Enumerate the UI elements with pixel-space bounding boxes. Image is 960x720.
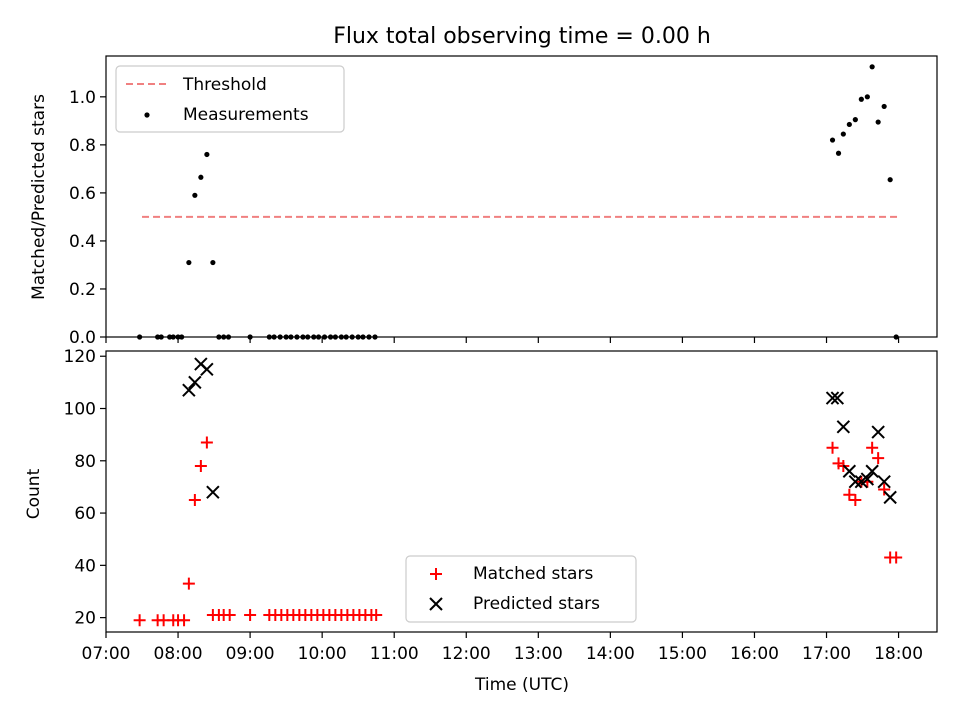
ratio-legend-box: [115, 65, 345, 133]
x-tick-label: 16:00: [730, 644, 779, 664]
matched-stars-point: [370, 609, 383, 622]
measurements-point: [829, 137, 836, 143]
predicted-stars-point: [825, 391, 840, 405]
ratio-legend: Threshold Measurements: [115, 65, 345, 133]
counts-panel-marks: [133, 357, 903, 627]
matched-stars-point: [866, 441, 879, 454]
legend-measurements-swatch: [144, 112, 150, 118]
legend-measurements-label: Measurements: [183, 105, 309, 125]
predicted-stars-point: [865, 464, 879, 478]
predicted-stars-point: [206, 485, 220, 499]
counts-legend: Matched stars Predicted stars: [405, 555, 637, 623]
predicted-stars-point: [836, 420, 851, 434]
matched-stars-point: [194, 460, 207, 473]
counts-panel-ticks: 20 40 60 80 100 120 07:00 08:00 09:00 10:00 11:00 1…: [64, 347, 924, 664]
x-tick-label: 10:00: [298, 644, 347, 664]
ratio-y-tick-label: 0.0: [69, 328, 96, 348]
predicted-stars-point: [860, 472, 875, 486]
ratio-y-tick-label: 0.2: [69, 280, 96, 300]
matched-stars-point: [843, 488, 856, 501]
matched-stars-point: [223, 609, 236, 622]
matched-stars-point: [178, 614, 191, 627]
measurements-point: [858, 96, 864, 102]
predicted-stars-point: [830, 391, 845, 405]
measurements-point: [210, 259, 216, 266]
legend-predicted-swatch: [429, 597, 443, 611]
measurements-point: [887, 177, 893, 183]
legend-matched-label: Matched stars: [473, 564, 593, 584]
counts-y-tick-label: 120: [64, 347, 96, 367]
legend-predicted-label: Predicted stars: [473, 594, 600, 614]
measurements-point: [192, 192, 198, 198]
matched-stars-point: [200, 436, 213, 449]
measurements-point: [875, 119, 881, 125]
matched-stars-point: [878, 483, 891, 496]
ratio-panel-ticks: 0.0 0.2 0.4 0.6 0.8 1.0: [69, 88, 900, 348]
matched-stars-point: [872, 452, 885, 465]
x-axis-label: Time (UTC): [474, 675, 569, 695]
predicted-stars-point: [871, 425, 885, 439]
measurements-point: [204, 151, 210, 158]
chart-title: Flux total observing time = 0.00 h: [333, 24, 711, 49]
x-tick-label: 15:00: [658, 644, 707, 664]
x-tick-label: 11:00: [370, 644, 419, 664]
matched-stars-point: [188, 493, 201, 506]
ratio-y-axis-label: Matched/Predicted stars: [29, 94, 49, 300]
predicted-stars-point: [842, 464, 857, 478]
matched-stars-point: [826, 441, 839, 454]
counts-panel-frame: [105, 350, 938, 633]
measurements-point: [186, 259, 192, 266]
counts-y-tick-label: 40: [74, 556, 96, 576]
legend-threshold-label: Threshold: [182, 75, 267, 95]
counts-y-tick-label: 20: [74, 609, 96, 629]
matched-stars-point: [849, 493, 862, 506]
predicted-stars-point: [188, 375, 202, 390]
x-tick-label: 18:00: [874, 644, 923, 664]
counts-y-tick-label: 60: [74, 504, 96, 524]
x-tick-label: 12:00: [442, 644, 491, 664]
legend-matched-swatch: [430, 568, 442, 580]
ratio-y-tick-label: 0.8: [69, 136, 96, 156]
counts-y-tick-label: 100: [64, 400, 96, 420]
measurements-point: [846, 121, 852, 128]
x-tick-label: 07:00: [82, 644, 131, 664]
ratio-panel-frame: [105, 55, 938, 338]
matched-stars-point: [182, 577, 195, 590]
predicted-stars-point: [182, 383, 196, 397]
matched-stars-point: [133, 614, 146, 627]
counts-y-axis-label: Count: [24, 468, 44, 519]
ratio-y-tick-label: 0.4: [69, 232, 96, 252]
measurements-point: [840, 131, 846, 137]
measurements-point: [864, 94, 870, 100]
x-tick-label: 09:00: [226, 644, 275, 664]
x-tick-label: 08:00: [154, 644, 203, 664]
predicted-stars-point: [848, 474, 863, 489]
matched-stars-point: [890, 551, 903, 564]
measurements-point: [881, 103, 887, 110]
measurements-point: [869, 64, 875, 70]
predicted-stars-point: [877, 474, 891, 489]
ratio-y-tick-label: 0.6: [69, 184, 96, 204]
predicted-stars-point: [883, 490, 897, 505]
measurements-point: [198, 174, 204, 180]
counts-panel: 20 40 60 80 100 120 07:00 08:00 09:00 10:00 11:00 1…: [24, 347, 938, 664]
counts-legend-box: [405, 555, 637, 623]
x-tick-label: 14:00: [586, 644, 635, 664]
matched-stars-point: [244, 609, 257, 622]
predicted-stars-point: [200, 362, 214, 377]
counts-y-tick-label: 80: [74, 452, 96, 472]
ratio-panel: 0.0 0.2 0.4 0.6 0.8 1.0 Matched/Predicted sta…: [29, 55, 938, 348]
x-tick-label: 13:00: [514, 644, 563, 664]
x-tick-label: 17:00: [802, 644, 851, 664]
ratio-y-tick-label: 1.0: [69, 88, 96, 108]
measurements-point: [852, 117, 858, 123]
measurements-point: [835, 150, 842, 156]
